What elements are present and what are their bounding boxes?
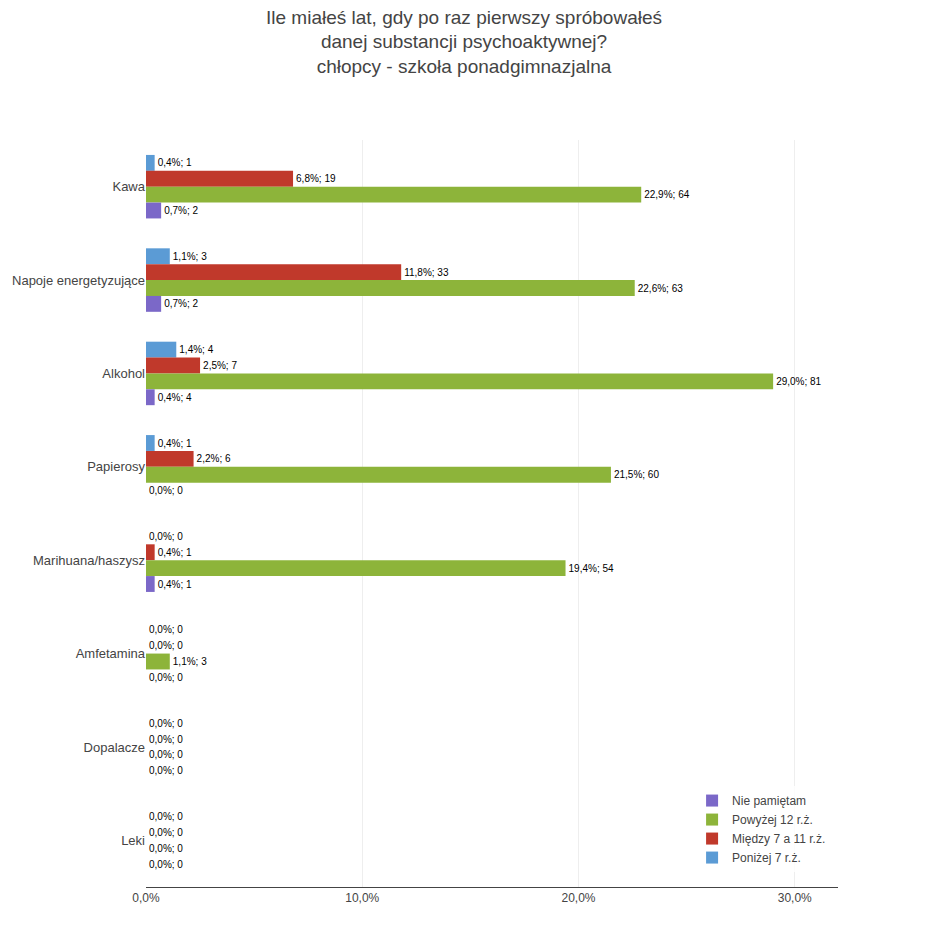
svg-text:0,4%; 1: 0,4%; 1 — [158, 547, 192, 558]
svg-text:11,8%; 33: 11,8%; 33 — [404, 267, 449, 278]
svg-text:0,0%: 0,0% — [132, 891, 160, 905]
svg-text:1,1%; 3: 1,1%; 3 — [173, 656, 207, 667]
svg-text:1,4%; 4: 1,4%; 4 — [179, 344, 213, 355]
svg-text:Powyżej 12 r.ż.: Powyżej 12 r.ż. — [732, 813, 813, 827]
svg-text:0,0%; 0: 0,0%; 0 — [149, 859, 183, 870]
svg-text:0,4%; 4: 0,4%; 4 — [158, 392, 192, 403]
svg-text:6,8%; 19: 6,8%; 19 — [296, 173, 336, 184]
svg-text:0,4%; 1: 0,4%; 1 — [158, 157, 192, 168]
svg-text:0,7%; 2: 0,7%; 2 — [164, 205, 198, 216]
svg-text:0,0%; 0: 0,0%; 0 — [149, 765, 183, 776]
svg-text:0,0%; 0: 0,0%; 0 — [149, 672, 183, 683]
svg-text:30,0%: 30,0% — [778, 891, 812, 905]
svg-text:0,0%; 0: 0,0%; 0 — [149, 749, 183, 760]
svg-text:Leki: Leki — [121, 833, 145, 848]
svg-text:0,0%; 0: 0,0%; 0 — [149, 531, 183, 542]
svg-text:Kawa: Kawa — [112, 179, 145, 194]
svg-text:0,0%; 0: 0,0%; 0 — [149, 734, 183, 745]
svg-text:Alkohol: Alkohol — [102, 366, 145, 381]
svg-text:Nie pamiętam: Nie pamiętam — [732, 794, 806, 808]
svg-text:0,0%; 0: 0,0%; 0 — [149, 624, 183, 635]
svg-text:0,0%; 0: 0,0%; 0 — [149, 827, 183, 838]
svg-text:Amfetamina: Amfetamina — [76, 646, 146, 661]
svg-text:1,1%; 3: 1,1%; 3 — [173, 251, 207, 262]
svg-text:10,0%: 10,0% — [345, 891, 379, 905]
svg-text:2,5%; 7: 2,5%; 7 — [203, 360, 237, 371]
svg-text:0,0%; 0: 0,0%; 0 — [149, 485, 183, 496]
svg-text:Ile miałeś lat, gdy po raz pie: Ile miałeś lat, gdy po raz pierwszy spró… — [266, 7, 662, 77]
svg-text:Papierosy: Papierosy — [87, 459, 145, 474]
svg-text:0,0%; 0: 0,0%; 0 — [149, 640, 183, 651]
svg-text:29,0%; 81: 29,0%; 81 — [776, 376, 821, 387]
svg-text:Poniżej 7 r.ż.: Poniżej 7 r.ż. — [732, 851, 801, 865]
svg-text:21,5%; 60: 21,5%; 60 — [614, 469, 659, 480]
svg-text:0,7%; 2: 0,7%; 2 — [164, 298, 198, 309]
svg-text:Napoje energetyzujące: Napoje energetyzujące — [12, 273, 145, 288]
svg-text:0,0%; 0: 0,0%; 0 — [149, 843, 183, 854]
svg-text:Marihuana/haszysz: Marihuana/haszysz — [33, 553, 145, 568]
svg-text:0,0%; 0: 0,0%; 0 — [149, 811, 183, 822]
svg-text:0,4%; 1: 0,4%; 1 — [158, 579, 192, 590]
svg-text:19,4%; 54: 19,4%; 54 — [569, 563, 614, 574]
svg-text:22,9%; 64: 22,9%; 64 — [644, 189, 689, 200]
svg-text:22,6%; 63: 22,6%; 63 — [638, 283, 683, 294]
svg-text:Dopalacze: Dopalacze — [84, 739, 145, 754]
svg-text:Między 7 a 11 r.ż.: Między 7 a 11 r.ż. — [732, 832, 825, 846]
svg-text:2,2%; 6: 2,2%; 6 — [197, 453, 231, 464]
svg-text:20,0%: 20,0% — [561, 891, 595, 905]
svg-text:0,4%; 1: 0,4%; 1 — [158, 438, 192, 449]
svg-text:0,0%; 0: 0,0%; 0 — [149, 718, 183, 729]
